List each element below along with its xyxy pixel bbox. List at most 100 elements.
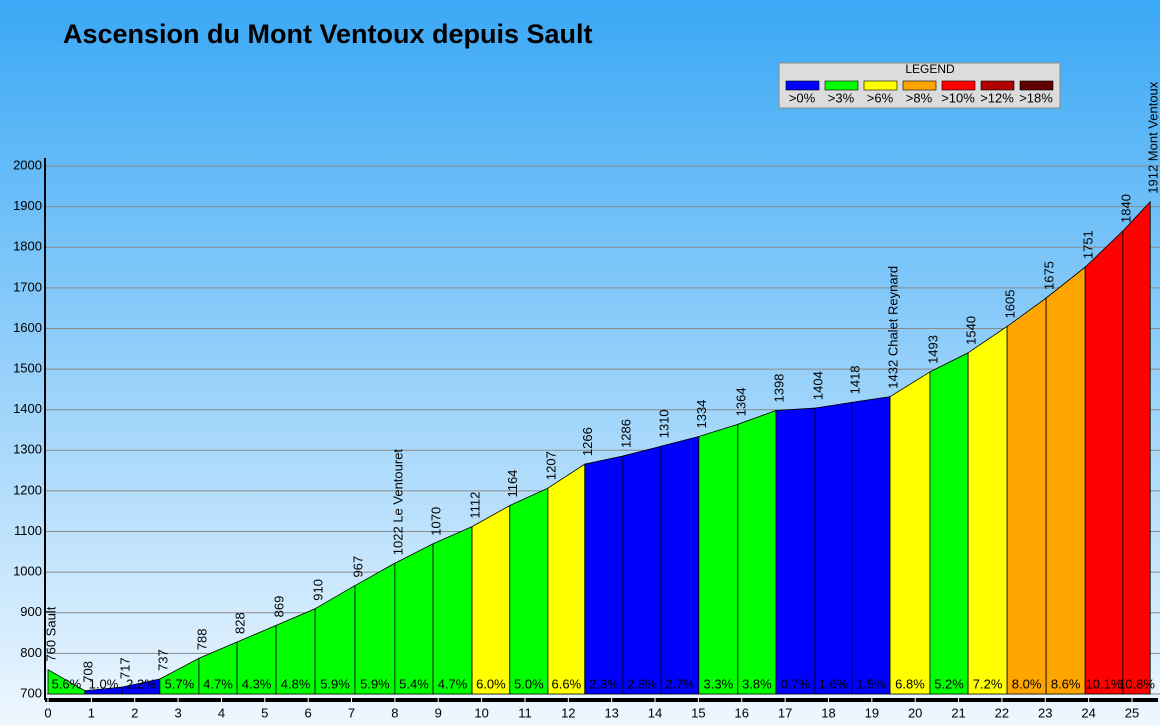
- legend-label: >12%: [980, 90, 1014, 105]
- elevation-label: 967: [350, 556, 365, 578]
- x-tick-label: 9: [435, 705, 442, 720]
- profile-segment: [929, 352, 969, 695]
- elevation-label: 788: [194, 629, 209, 651]
- x-tick-label: 11: [518, 705, 532, 720]
- elevation-label: 828: [232, 612, 247, 634]
- gradient-label: 5.7%: [165, 676, 195, 691]
- x-tick-label: 0: [44, 705, 51, 720]
- elevation-label: 1675: [1042, 261, 1057, 290]
- x-tick-label: 21: [951, 705, 965, 720]
- elevation-label: 1207: [543, 451, 558, 480]
- elevation-label: 1334: [694, 400, 709, 429]
- y-tick-label: 1200: [13, 482, 42, 497]
- x-tick-label: 14: [648, 705, 662, 720]
- elevation-label: 737: [155, 649, 170, 671]
- legend-label: >3%: [828, 90, 855, 105]
- legend-swatch: [824, 80, 859, 91]
- x-tick-label: 24: [1081, 705, 1095, 720]
- y-tick-label: 1400: [13, 401, 42, 416]
- legend-swatch: [941, 80, 976, 91]
- x-tick-label: 20: [908, 705, 922, 720]
- profile-segment: [394, 543, 434, 695]
- gradient-label: 8.6%: [1051, 676, 1081, 691]
- legend-swatch: [1019, 80, 1054, 91]
- gradient-label: 5.4%: [399, 676, 429, 691]
- elevation-label: 1364: [733, 387, 748, 416]
- gradient-label: 5.6%: [52, 676, 82, 691]
- profile-segment: [698, 423, 739, 695]
- profile-segment: [737, 409, 777, 695]
- elevation-label: 1404: [810, 371, 825, 400]
- elevation-label: 1840: [1118, 194, 1133, 223]
- legend-title: LEGEND: [905, 62, 955, 76]
- gradient-label: 4.7%: [203, 676, 233, 691]
- profile-segment: [509, 487, 549, 695]
- y-tick-label: 1700: [13, 279, 42, 294]
- profile-segment: [851, 396, 891, 695]
- profile-segment: [432, 526, 473, 695]
- profile-segment: [660, 435, 700, 695]
- gradient-label: 4.8%: [281, 676, 311, 691]
- elevation-label: 1751: [1081, 230, 1096, 259]
- profile-segment: [889, 371, 931, 695]
- gradient-label: 1.0%: [89, 676, 119, 691]
- gradient-label: 6.0%: [476, 676, 506, 691]
- gradient-label: 5.2%: [934, 676, 964, 691]
- elevation-label: 1605: [1003, 290, 1018, 319]
- gradient-label: 1.5%: [856, 676, 886, 691]
- y-tick-label: 1500: [13, 361, 42, 376]
- legend-swatch: [863, 80, 898, 91]
- profile-segment: [471, 504, 511, 695]
- x-tick-label: 22: [995, 705, 1009, 720]
- x-tick-label: 7: [348, 705, 355, 720]
- x-tick-label: 25: [1125, 705, 1139, 720]
- chart-title: Ascension du Mont Ventoux depuis Sault: [63, 19, 593, 49]
- gradient-label: 6.8%: [895, 676, 925, 691]
- gradient-label: 2.8%: [627, 676, 657, 691]
- x-tick-label: 2: [131, 705, 138, 720]
- x-tick-label: 3: [174, 705, 181, 720]
- elevation-label: 1398: [771, 374, 786, 403]
- profile-segment: [1006, 297, 1047, 695]
- gradient-label: 10.8%: [1118, 676, 1155, 691]
- gradient-label: 1.6%: [819, 676, 849, 691]
- gradient-label: 7.2%: [973, 676, 1003, 691]
- profile-segment: [1045, 266, 1086, 695]
- x-tick-label: 4: [218, 705, 225, 720]
- gradient-label: 2.7%: [665, 676, 695, 691]
- elevation-label: 1493: [925, 335, 940, 364]
- gradient-label: 3.8%: [742, 676, 772, 691]
- y-tick-label: 1900: [13, 198, 42, 213]
- elevation-label: 717: [118, 657, 133, 679]
- gradient-label: 2.2%: [126, 676, 156, 691]
- x-tick-label: 10: [474, 705, 488, 720]
- x-tick-label: 17: [778, 705, 792, 720]
- legend-swatch: [902, 80, 937, 91]
- elevation-label: 1540: [964, 316, 979, 345]
- elevation-label: 1286: [618, 419, 633, 448]
- gradient-label: 2.3%: [589, 676, 619, 691]
- x-tick-label: 23: [1038, 705, 1052, 720]
- x-tick-label: 5: [261, 705, 268, 720]
- gradient-label: 0.7%: [781, 676, 811, 691]
- elevation-label: 1266: [580, 427, 595, 456]
- profile-segment: [967, 325, 1008, 695]
- elevation-label: 1432 Chalet Reynard: [885, 266, 900, 389]
- gradient-label: 3.3%: [704, 676, 734, 691]
- y-tick-label: 2000: [13, 157, 42, 172]
- y-tick-label: 700: [20, 685, 42, 700]
- elevation-label: 1164: [505, 470, 520, 498]
- gradient-label: 10.1%: [1086, 676, 1123, 691]
- legend-label: >18%: [1019, 90, 1053, 105]
- x-tick-label: 18: [821, 705, 835, 720]
- elevation-label: 1070: [428, 507, 443, 536]
- x-tick-label: 15: [691, 705, 705, 720]
- elevation-label: 708: [80, 661, 95, 683]
- gradient-label: 4.7%: [438, 676, 468, 691]
- x-tick-label: 8: [391, 705, 398, 720]
- x-tick-label: 12: [561, 705, 575, 720]
- profile-segment: [547, 463, 586, 695]
- x-tick-label: 1: [88, 705, 95, 720]
